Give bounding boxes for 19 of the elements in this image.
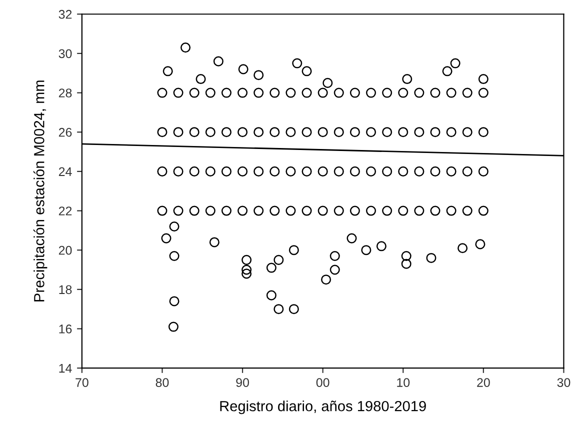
x-tick-label: 90 [236, 378, 249, 387]
y-tick-label: 16 [59, 324, 72, 334]
x-tick-label: 00 [316, 378, 330, 387]
x-tick-label: 70 [76, 378, 88, 387]
x-axis-title: Registro diario, años 1980-2019 [220, 400, 426, 414]
y-tick-label: 30 [58, 49, 72, 58]
y-tick-label: 26 [58, 128, 72, 137]
y-axis-title: Precipitación estación M0024, mm [33, 80, 48, 302]
x-tick-label: 20 [477, 378, 490, 387]
y-tick-label: 14 [59, 364, 72, 373]
x-tick-label: 80 [156, 378, 169, 387]
x-tick-label: 10 [397, 378, 410, 387]
y-tick-label: 22 [58, 206, 72, 216]
y-tick-label: 20 [58, 246, 72, 255]
x-tick-label: 30 [557, 378, 570, 387]
y-tick-label: 28 [58, 88, 72, 98]
y-tick-label: 18 [59, 285, 72, 294]
y-tick-label: 32 [58, 10, 72, 19]
y-tick-label: 24 [58, 167, 72, 176]
